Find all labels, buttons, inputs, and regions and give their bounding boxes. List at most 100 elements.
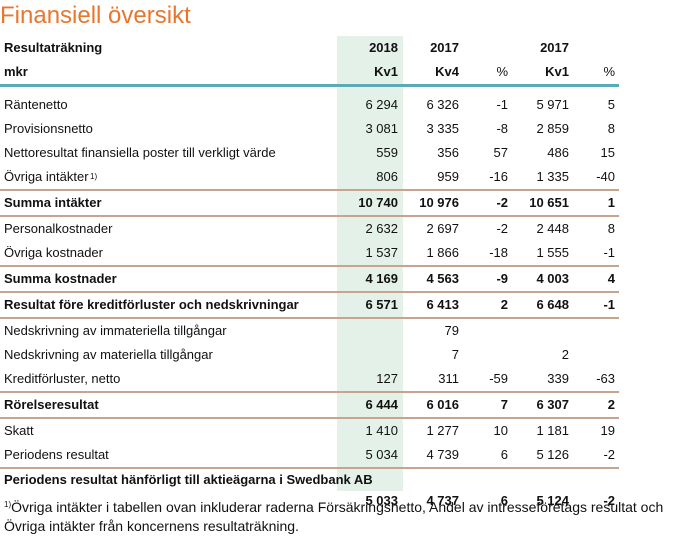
cell-c5: 2 <box>607 397 615 412</box>
row-label: Övriga intäkter <box>4 169 89 184</box>
cell-c1: 806 <box>376 169 398 184</box>
table-row: Summa kostnader 4 169 4 563 -9 4 003 4 <box>0 267 619 293</box>
header-period-current: Kv1 <box>374 64 398 79</box>
table-row: Summa intäkter 10 740 10 976 -2 10 651 1 <box>0 191 619 217</box>
row-label: Periodens resultat <box>4 447 109 462</box>
cell-c2: 356 <box>437 145 459 160</box>
header-period-q1: Kv1 <box>545 64 569 79</box>
cell-c1: 5 033 <box>365 493 398 508</box>
cell-c3: 57 <box>493 145 508 160</box>
cell-c4: 2 <box>561 347 569 362</box>
cell-c5: 15 <box>600 145 615 160</box>
header-pct-1: % <box>496 64 508 79</box>
cell-c2: 311 <box>438 371 459 386</box>
header-label: Resultaträkning <box>4 40 103 55</box>
footnote: 1)Övriga intäkter i tabellen ovan inklud… <box>4 498 694 536</box>
cell-c4: 2 859 <box>536 121 569 136</box>
cell-c5: 19 <box>600 423 615 438</box>
cell-c1: 6 571 <box>365 297 398 312</box>
row-label: Rörelseresultat <box>4 397 99 412</box>
row-label: Personalkostnader <box>4 221 113 236</box>
table-row: Nedskrivning av materiella tillgångar 7 2 <box>0 343 619 367</box>
row-label: Resultat före kreditförluster och nedskr… <box>4 297 299 312</box>
table-row: Nettoresultat finansiella poster till ve… <box>0 141 619 165</box>
cell-c2: 1 866 <box>426 245 459 260</box>
cell-c1: 2 632 <box>365 221 398 236</box>
row-label: Summa intäkter <box>4 195 102 210</box>
cell-c2: 2 697 <box>426 221 459 236</box>
header-unit: mkr <box>4 64 28 79</box>
cell-c4: 339 <box>547 371 569 386</box>
cell-c1: 10 740 <box>358 195 398 210</box>
cell-c3: 7 <box>500 397 508 412</box>
footnote-text: Övriga intäkter i tabellen ovan inkluder… <box>4 499 664 534</box>
cell-c3: 2 <box>500 297 508 312</box>
table-row: Personalkostnader 2 632 2 697 -2 2 448 8 <box>0 217 619 241</box>
table-row: Skatt 1 410 1 277 10 1 181 19 <box>0 419 619 443</box>
row-label: Nettoresultat finansiella poster till ve… <box>4 145 276 160</box>
cell-c1: 4 169 <box>365 271 398 286</box>
cell-c3: -2 <box>496 195 508 210</box>
table-row: Periodens resultat 5 034 4 739 6 5 126 -2 <box>0 443 619 469</box>
cell-c5: 1 <box>607 195 615 210</box>
highlight-column <box>337 36 403 491</box>
cell-c1: 3 081 <box>365 121 398 136</box>
cell-c5: -2 <box>603 447 615 462</box>
cell-c4: 1 555 <box>536 245 569 260</box>
cell-c2: 3 335 <box>426 121 459 136</box>
header-year-current: 2018 <box>369 40 398 55</box>
row-label: Kreditförluster, netto <box>4 371 121 386</box>
cell-c2: 7 <box>451 347 459 362</box>
row-label: Skatt <box>4 423 34 438</box>
cell-c3: -8 <box>496 121 508 136</box>
cell-c1: 1 410 <box>365 423 398 438</box>
header-pct-2: % <box>603 64 615 79</box>
cell-c2: 4 563 <box>426 271 459 286</box>
cell-c4: 2 448 <box>536 221 569 236</box>
cell-c4: 10 651 <box>529 195 569 210</box>
row-label: Periodens resultat hänförligt till aktie… <box>4 472 373 487</box>
header-period-q4: Kv4 <box>435 64 459 79</box>
cell-c4: 5 971 <box>536 97 569 112</box>
table-row: Övriga intäkter 1) 806 959 -16 1 335 -40 <box>0 165 619 191</box>
cell-c2: 959 <box>437 169 459 184</box>
row-label: Nedskrivning av immateriella tillgångar <box>4 323 227 338</box>
income-statement-table: Resultaträkning 2018 2017 2017 mkr Kv1 K… <box>0 36 619 515</box>
cell-c2: 6 326 <box>426 97 459 112</box>
table-row: Resultat före kreditförluster och nedskr… <box>0 293 619 319</box>
cell-c2: 79 <box>444 323 459 338</box>
cell-c5: 5 <box>607 97 615 112</box>
cell-c4: 486 <box>547 145 569 160</box>
table-row: Räntenetto 6 294 6 326 -1 5 971 5 <box>0 93 619 117</box>
cell-c4: 5 124 <box>536 493 569 508</box>
cell-c1: 6 294 <box>365 97 398 112</box>
cell-c1: 559 <box>376 145 398 160</box>
cell-c3: -16 <box>489 169 508 184</box>
table-row: Nedskrivning av immateriella tillgångar 7… <box>0 319 619 343</box>
cell-c2: 1 277 <box>426 423 459 438</box>
cell-c5: -1 <box>603 297 615 312</box>
cell-c2: 4 737 <box>426 493 459 508</box>
cell-c5: 8 <box>607 221 615 236</box>
cell-c5: 4 <box>607 271 615 286</box>
cell-c4: 5 126 <box>536 447 569 462</box>
cell-c4: 6 648 <box>536 297 569 312</box>
cell-c3: 6 <box>500 447 508 462</box>
cell-c2: 10 976 <box>419 195 459 210</box>
cell-c4: 1 335 <box>536 169 569 184</box>
cell-c3: -18 <box>489 245 508 260</box>
cell-c3: -9 <box>496 271 508 286</box>
cell-c3: 6 <box>500 493 508 508</box>
cell-c3: 10 <box>493 423 508 438</box>
cell-c3: -1 <box>496 97 508 112</box>
cell-c3: -2 <box>496 221 508 236</box>
footnote-marker: 1) <box>4 500 12 509</box>
row-label: Summa kostnader <box>4 271 117 286</box>
row-label: Räntenetto <box>4 97 68 112</box>
table-row: Provisionsnetto 3 081 3 335 -8 2 859 8 <box>0 117 619 141</box>
cell-c1: 127 <box>376 371 398 386</box>
cell-c1: 5 034 <box>365 447 398 462</box>
row-label: Övriga kostnader <box>4 245 103 260</box>
cell-c5: -2 <box>603 493 615 508</box>
page-title: Finansiell översikt <box>0 2 191 29</box>
